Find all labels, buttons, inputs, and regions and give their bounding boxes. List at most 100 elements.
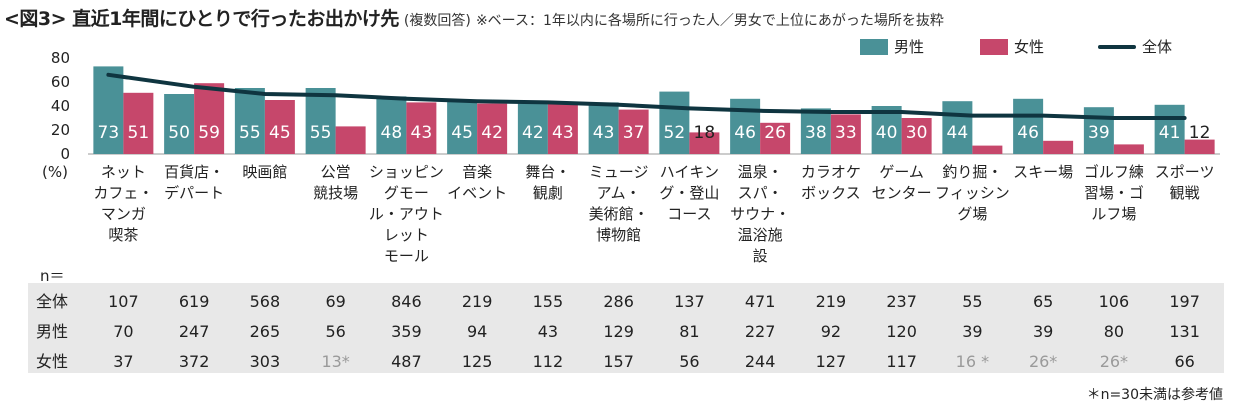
table-cell: 39 xyxy=(1032,322,1054,341)
bar-male-label: 73 xyxy=(98,123,120,143)
bar-male-label: 52 xyxy=(664,123,686,143)
x-category-label: 映画館 xyxy=(242,163,287,181)
x-category-label: スポーツ xyxy=(1155,163,1215,181)
table-cell: 26* xyxy=(1099,352,1129,371)
x-category-label: 釣り掘・ xyxy=(942,163,1002,181)
table-cell: 16 * xyxy=(955,352,990,371)
footnote: ＊n=30未満は参考値 xyxy=(1086,387,1223,403)
table-cell: 227 xyxy=(744,322,776,341)
title-note: ※ベース：1年以内に各場所に行った人／男女で上位にあがった場所を抜粋 xyxy=(475,13,944,29)
y-tick-label: 80 xyxy=(51,49,70,67)
x-category-label: ネット xyxy=(101,163,146,181)
legend-female: 女性 xyxy=(980,36,1044,57)
x-category-label: 喫茶 xyxy=(108,226,138,244)
y-tick-label: 20 xyxy=(51,121,70,139)
bar-male xyxy=(588,102,619,154)
x-category-label: 音楽 xyxy=(462,163,492,181)
bar-female xyxy=(335,126,366,154)
x-category-label: 舞台・ xyxy=(525,163,570,181)
bar-female xyxy=(901,118,932,154)
x-category-label: デパート xyxy=(164,184,224,202)
table-row-label: 男性 xyxy=(36,322,69,341)
table-cell: 359 xyxy=(391,322,422,341)
table-cell: 129 xyxy=(603,322,634,341)
bar-female-label: 42 xyxy=(481,123,503,143)
table-cell: 219 xyxy=(815,292,847,311)
title-sub: (複数回答) xyxy=(403,13,471,29)
bar-male xyxy=(942,101,973,154)
bar-female xyxy=(830,114,861,154)
table-cell: 106 xyxy=(1098,292,1130,311)
bar-male-label: 38 xyxy=(805,123,827,143)
bar-male-label: 42 xyxy=(522,123,544,143)
bar-male xyxy=(659,91,690,154)
table-cell: 43 xyxy=(537,322,559,341)
bar-male-label: 46 xyxy=(1017,123,1039,143)
bar-male xyxy=(871,106,902,154)
x-category-label: 競技場 xyxy=(313,184,358,202)
table-cell: 117 xyxy=(886,352,917,371)
x-category-label: モール xyxy=(384,247,429,265)
table-cell: 471 xyxy=(744,292,776,311)
table-cell: 80 xyxy=(1103,322,1125,341)
x-category-label: ゴルフ練 xyxy=(1084,163,1144,181)
x-category-label: ル・アウト xyxy=(369,205,444,223)
table-cell: 112 xyxy=(532,352,564,371)
y-axis-label: (%) xyxy=(42,163,68,181)
sample-size-table xyxy=(28,283,1224,373)
table-cell: 70 xyxy=(113,322,134,341)
table-cell: 372 xyxy=(178,352,210,371)
bar-female-label: 12 xyxy=(1189,123,1211,143)
x-category-label: コース xyxy=(667,205,711,223)
bar-male xyxy=(1083,107,1114,154)
legend-female-swatch xyxy=(980,38,1008,55)
legend-female-label: 女性 xyxy=(1014,38,1045,56)
bar-female xyxy=(547,102,578,154)
table-cell: 237 xyxy=(886,292,917,311)
bar-male xyxy=(376,96,407,154)
bar-female xyxy=(972,145,1003,154)
x-category-label: ショッピン xyxy=(369,163,444,181)
x-category-label: フィッシン xyxy=(935,184,1010,202)
bar-male-label: 46 xyxy=(734,123,756,143)
bar-male-label: 39 xyxy=(1088,123,1110,143)
x-category-label: 温浴施 xyxy=(738,226,783,244)
x-category-label: 設 xyxy=(753,247,768,265)
bar-female xyxy=(194,83,225,154)
legend-total: 全体 xyxy=(1098,36,1172,57)
bar-male-label: 45 xyxy=(451,123,473,143)
x-category-label: スキー場 xyxy=(1013,163,1073,181)
table-cell: 155 xyxy=(532,292,564,311)
x-category-label: カフェ・ xyxy=(93,184,153,202)
x-category-label: レット xyxy=(384,226,429,244)
bar-male-label: 40 xyxy=(876,123,898,143)
table-cell: 303 xyxy=(249,352,281,371)
table-cell: 265 xyxy=(249,322,281,341)
table-cell: 568 xyxy=(249,292,281,311)
x-category-label: 博物館 xyxy=(596,226,641,244)
x-category-label: グ・登山 xyxy=(659,184,719,202)
bar-female xyxy=(477,103,508,154)
x-category-label: マンガ xyxy=(101,205,146,223)
table-cell: 846 xyxy=(391,292,422,311)
bar-female xyxy=(618,109,649,154)
table-cell: 286 xyxy=(603,292,634,311)
table-cell: 94 xyxy=(466,322,488,341)
table-cell: 120 xyxy=(886,322,917,341)
y-tick-label: 0 xyxy=(60,145,70,163)
bar-female-label: 43 xyxy=(411,123,433,143)
legend-male-label: 男性 xyxy=(894,38,925,56)
legend-male-swatch xyxy=(860,38,888,55)
table-cell: 56 xyxy=(679,352,700,371)
x-category-label: ゲーム xyxy=(879,163,924,181)
bar-female-label: 51 xyxy=(128,123,150,143)
bar-male-label: 48 xyxy=(381,123,403,143)
x-category-label: ハイキン xyxy=(660,163,719,181)
table-cell: 619 xyxy=(178,292,210,311)
bar-female-label: 43 xyxy=(552,123,574,143)
x-category-label: 習場・ゴ xyxy=(1084,184,1144,202)
bar-female-label: 59 xyxy=(198,123,220,143)
bar-male xyxy=(800,108,831,154)
bar-female xyxy=(406,102,437,154)
table-cell: 37 xyxy=(113,352,134,371)
